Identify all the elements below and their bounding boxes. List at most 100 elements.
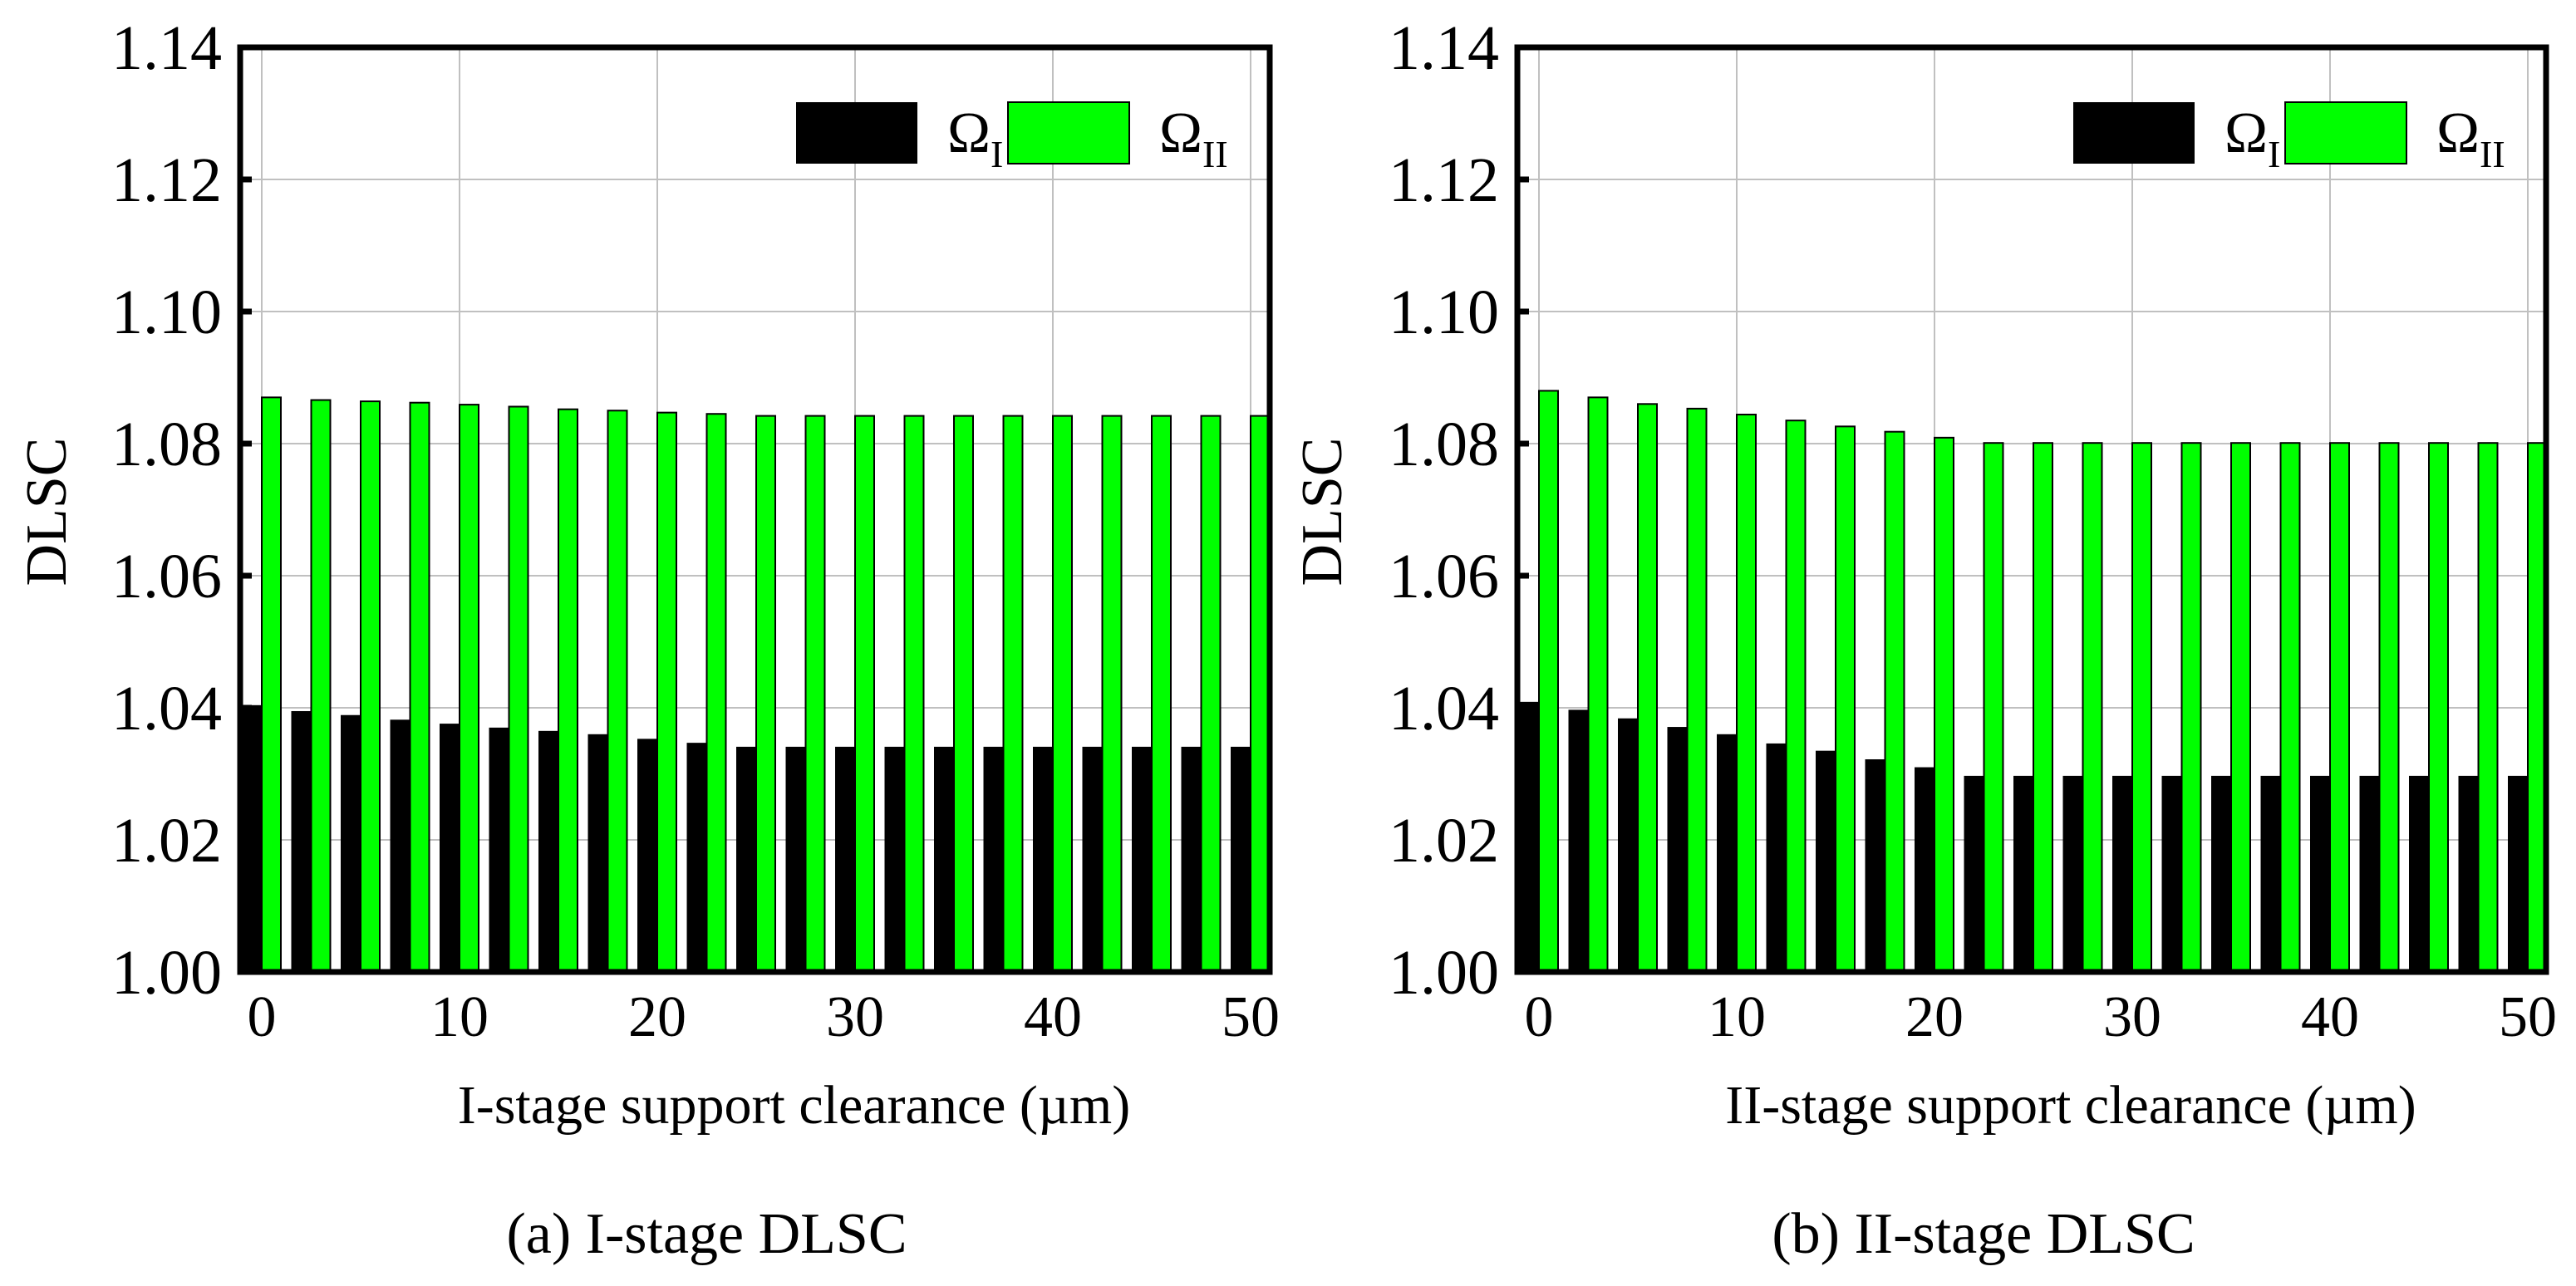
bar-omega-i: [587, 734, 608, 972]
bar-omega-i: [2458, 775, 2479, 972]
bar-omega-ii: [1884, 430, 1905, 973]
bar-omega-i: [2310, 775, 2330, 972]
bar-omega-ii: [804, 415, 826, 973]
bar-omega-ii: [2428, 442, 2449, 973]
bar-omega-ii: [953, 415, 974, 973]
x-tick-label: 20: [1905, 985, 1964, 1049]
bar-omega-i: [1667, 727, 1688, 972]
y-tick-label: 1.00: [1389, 938, 1499, 1008]
legend-subscript: I: [991, 133, 1003, 175]
x-tick-label: 10: [1708, 985, 1766, 1049]
bar-omega-i: [1618, 718, 1638, 972]
bar-omega-ii: [607, 410, 628, 973]
bar-omega-i: [2211, 775, 2231, 972]
y-tick-label: 1.04: [1389, 674, 1499, 744]
bar-omega-ii: [656, 411, 677, 973]
legend: ΩI ΩII: [2073, 101, 2505, 175]
bar-omega-i: [2062, 775, 2083, 972]
bar-omega-ii: [558, 408, 578, 974]
bar-omega-ii: [2230, 442, 2251, 973]
x-tick-label: 10: [430, 985, 489, 1049]
legend-swatch-omega-i: [2073, 102, 2195, 164]
bar-omega-ii: [1686, 407, 1708, 973]
legend-subscript: II: [2480, 133, 2505, 175]
bar-omega-i: [390, 719, 410, 972]
bar-omega-ii: [1637, 403, 1658, 973]
x-tick-label: 0: [1525, 985, 1554, 1049]
bar-omega-i: [2161, 775, 2182, 972]
legend-label-omega-i: ΩI: [947, 101, 1003, 175]
y-tick-label: 1.06: [111, 542, 222, 611]
bar-omega-i: [2359, 775, 2380, 972]
legend-subscript: I: [2268, 133, 2280, 175]
bar-omega-i: [2409, 775, 2429, 972]
y-tick-label: 1.14: [1389, 13, 1499, 83]
bar-omega-i: [1519, 701, 1539, 972]
y-axis: 1.00 1.02 1.04 1.06 1.08 1.10 1.12 1.14: [111, 13, 252, 1008]
bar-omega-ii: [1587, 396, 1609, 974]
bar-omega-i: [1964, 775, 1984, 972]
bar-omega-i: [2013, 775, 2033, 972]
y-tick-label: 1.00: [111, 938, 222, 1008]
y-tick-label: 1.04: [111, 674, 222, 744]
bar-omega-i: [1865, 759, 1885, 972]
x-tick-label: 40: [1024, 985, 1082, 1049]
bar-omega-i: [489, 727, 509, 972]
legend-symbol: Ω: [2436, 101, 2480, 165]
bar-omega-ii: [360, 400, 381, 973]
bar-omega-ii: [2033, 442, 2053, 973]
x-axis: 0 10 20 30 40 50: [248, 985, 1281, 1049]
bar-omega-i: [835, 746, 855, 972]
legend-symbol: Ω: [1159, 101, 1202, 165]
legend-swatch-omega-ii: [2284, 101, 2407, 164]
bar-omega-i: [341, 714, 361, 972]
x-axis-label: II-stage support clearance (µm): [1725, 1075, 2416, 1136]
bar-omega-ii: [2477, 442, 2499, 973]
bar-omega-i: [538, 730, 558, 972]
bar-omega-i: [736, 746, 756, 972]
bar-omega-ii: [1983, 442, 2004, 973]
bar-omega-i: [637, 739, 657, 972]
bar-omega-ii: [903, 415, 925, 973]
bar-omega-ii: [705, 413, 727, 974]
bar-omega-ii: [1002, 415, 1024, 973]
legend-label-omega-i: ΩI: [2225, 101, 2280, 175]
plot-frame: [237, 44, 1273, 975]
bar-omega-ii: [1101, 415, 1123, 973]
bar-omega-i: [1132, 746, 1152, 972]
bar-omega-ii: [1151, 415, 1172, 973]
bar-omega-ii: [1736, 414, 1757, 973]
y-axis-label: DLSC: [15, 438, 79, 587]
bar-omega-ii: [1835, 425, 1856, 973]
bar-omega-ii: [2378, 442, 2400, 973]
bar-omega-ii: [261, 396, 282, 974]
plot-frame: [1514, 44, 2549, 975]
panel-caption: (a) I-stage DLSC: [506, 1202, 907, 1266]
bar-omega-ii: [310, 399, 332, 973]
y-tick-label: 1.06: [1389, 542, 1499, 611]
legend-symbol: Ω: [947, 101, 991, 165]
y-tick-label: 1.12: [1389, 145, 1499, 215]
legend-label-omega-ii: ΩII: [2436, 101, 2505, 175]
y-tick-label: 1.02: [1389, 806, 1499, 876]
bar-omega-i: [1766, 743, 1787, 972]
legend-subscript: II: [1202, 133, 1228, 175]
bar-omega-ii: [2180, 442, 2202, 973]
bar-omega-i: [1717, 734, 1737, 972]
bar-omega-i: [440, 724, 460, 972]
bar-omega-ii: [2329, 442, 2350, 973]
panel-caption: (b) II-stage DLSC: [1772, 1202, 2195, 1266]
legend-swatch-omega-i: [796, 102, 917, 164]
x-tick-label: 50: [2499, 985, 2557, 1049]
bar-omega-i: [785, 746, 806, 972]
bar-omega-i: [934, 746, 954, 972]
bar-omega-i: [1181, 746, 1202, 972]
bar-omega-ii: [854, 415, 875, 973]
y-tick-label: 1.08: [111, 410, 222, 479]
x-tick-label: 50: [1222, 985, 1280, 1049]
bar-omega-i: [1816, 750, 1836, 972]
bar-omega-i: [1033, 746, 1053, 972]
bar-omega-i: [1231, 746, 1251, 972]
